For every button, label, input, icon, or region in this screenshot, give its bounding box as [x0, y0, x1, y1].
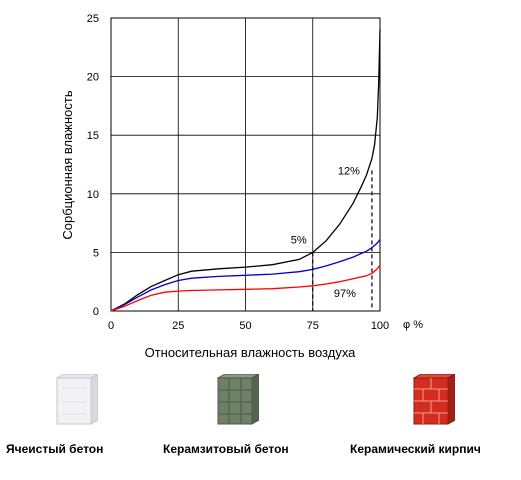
series-line-3 [110, 264, 381, 312]
x-tick-label: 0 [108, 320, 114, 332]
x-axis-label: Относительная влажность воздуха [144, 345, 356, 360]
series-group [110, 29, 381, 312]
series-line-1 [110, 29, 381, 312]
y-tick-label: 20 [87, 72, 99, 84]
series-line-2 [110, 239, 381, 312]
y-tick-label: 0 [93, 306, 99, 318]
y-tick-label: 25 [87, 13, 99, 25]
x-tick-label: 25 [172, 320, 184, 332]
x-tick-label: 50 [239, 320, 251, 332]
axes [110, 17, 381, 312]
legend-label-aerated-concrete: Ячеистый бетон [6, 442, 104, 456]
legend-label-ceramic-brick: Керамический кирпич [350, 442, 481, 456]
annotation-markers: 5% 12% 97% [291, 165, 373, 311]
x-tick-label: 100 [371, 320, 389, 332]
x-tick-label: 75 [307, 320, 319, 332]
annotation-label: 12% [338, 165, 360, 177]
y-tick-label: 10 [87, 189, 99, 201]
y-tick-label: 5 [93, 247, 99, 259]
tick-labels: 0 25 50 75 100 0 5 10 15 20 25 [87, 13, 389, 332]
x-unit-label: φ % [403, 319, 423, 331]
annotation-label: 5% [291, 234, 307, 246]
legend-label-expanded-clay-concrete: Керамзитовый бетон [163, 442, 289, 456]
plot-frame [110, 17, 381, 312]
white-block-icon [56, 374, 98, 425]
y-axis-label: Сорбционная влажность [60, 90, 75, 239]
red-brick-icon [413, 374, 455, 425]
annotation-label: 97% [334, 288, 356, 300]
grey-green-block-icon [217, 374, 259, 425]
y-tick-label: 15 [87, 130, 99, 142]
